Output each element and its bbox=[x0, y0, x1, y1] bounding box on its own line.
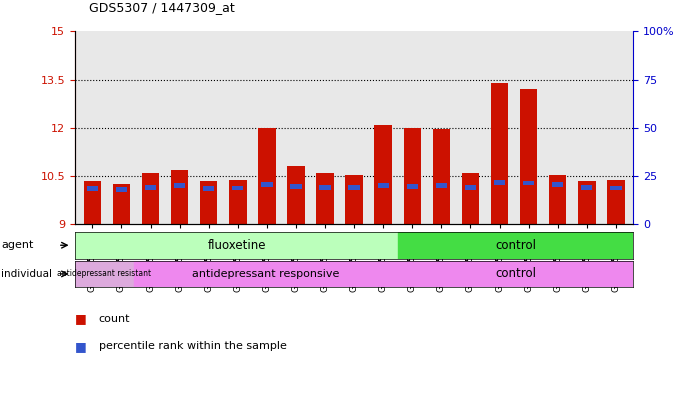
Bar bbox=[581, 185, 592, 189]
Bar bbox=[404, 128, 421, 224]
Bar bbox=[287, 166, 304, 224]
Bar bbox=[316, 173, 334, 224]
Bar bbox=[465, 185, 476, 189]
Bar bbox=[375, 125, 392, 224]
Bar bbox=[229, 180, 247, 224]
Bar bbox=[232, 185, 243, 191]
Bar bbox=[171, 170, 189, 224]
Text: individual: individual bbox=[1, 269, 52, 279]
Bar bbox=[86, 186, 98, 191]
Text: antidepressant resistant: antidepressant resistant bbox=[57, 270, 151, 278]
Bar bbox=[523, 180, 535, 185]
Bar bbox=[398, 261, 633, 287]
Text: GDS5307 / 1447309_at: GDS5307 / 1447309_at bbox=[89, 1, 234, 14]
Bar bbox=[142, 173, 159, 224]
Bar bbox=[133, 261, 398, 287]
Text: percentile rank within the sample: percentile rank within the sample bbox=[99, 341, 287, 351]
Bar bbox=[610, 185, 622, 191]
Bar bbox=[84, 181, 101, 224]
Bar bbox=[377, 183, 389, 188]
Bar bbox=[203, 186, 215, 191]
Bar bbox=[319, 185, 331, 189]
Bar bbox=[262, 182, 272, 187]
Bar bbox=[494, 180, 505, 185]
Bar bbox=[113, 184, 130, 224]
Bar bbox=[552, 182, 563, 187]
Bar bbox=[116, 187, 127, 192]
Bar bbox=[349, 185, 360, 190]
Bar bbox=[462, 173, 479, 224]
Bar bbox=[75, 232, 398, 259]
Bar bbox=[75, 261, 133, 287]
Text: agent: agent bbox=[1, 240, 34, 250]
Text: ■: ■ bbox=[75, 312, 86, 325]
Bar bbox=[407, 184, 418, 189]
Text: control: control bbox=[495, 267, 536, 281]
Bar bbox=[578, 181, 595, 224]
Bar bbox=[145, 185, 156, 189]
Text: control: control bbox=[495, 239, 536, 252]
Bar bbox=[432, 129, 450, 224]
Text: count: count bbox=[99, 314, 130, 324]
Text: antidepressant responsive: antidepressant responsive bbox=[192, 269, 340, 279]
Text: ■: ■ bbox=[75, 340, 86, 353]
Text: fluoxetine: fluoxetine bbox=[207, 239, 266, 252]
Bar bbox=[174, 183, 185, 188]
Bar bbox=[345, 175, 363, 224]
Bar bbox=[436, 183, 447, 188]
Bar bbox=[520, 89, 537, 224]
Bar bbox=[258, 128, 276, 224]
Bar bbox=[200, 181, 217, 224]
Bar bbox=[549, 175, 567, 224]
Bar bbox=[398, 232, 633, 259]
Bar bbox=[607, 180, 624, 224]
Bar bbox=[491, 83, 508, 224]
Bar bbox=[290, 184, 302, 189]
